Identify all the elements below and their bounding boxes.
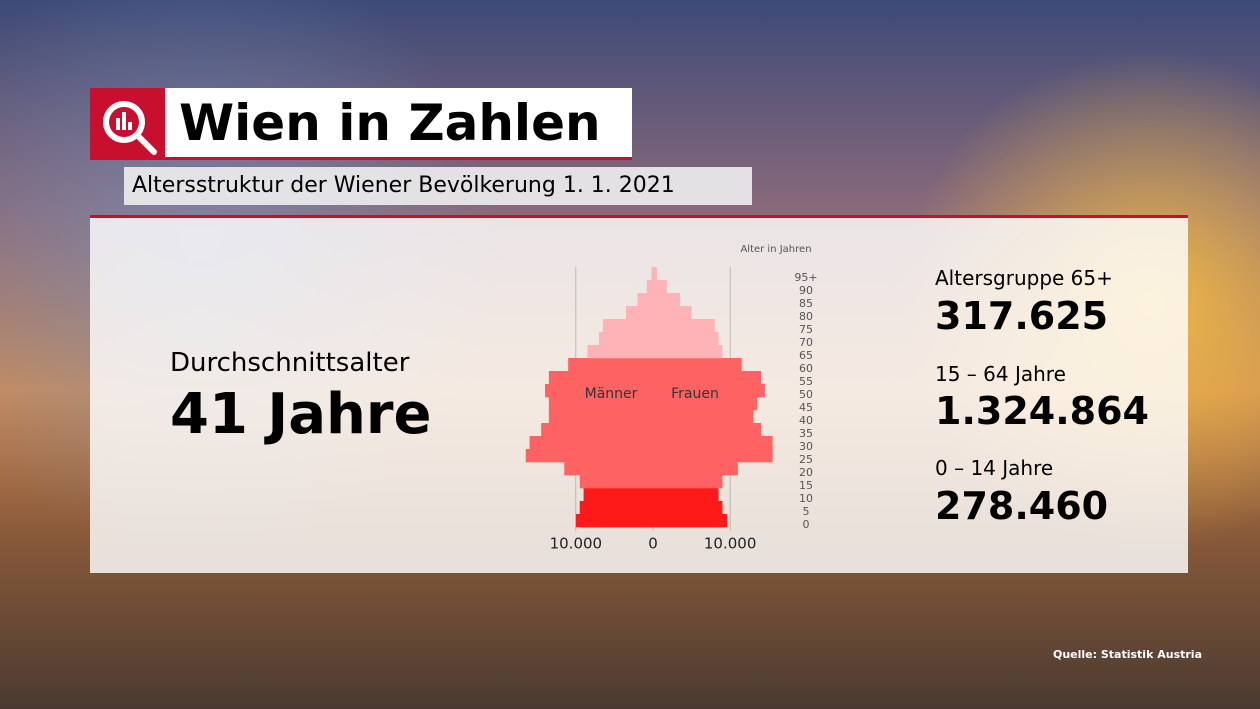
bar <box>564 462 653 476</box>
bar <box>602 319 653 333</box>
source: Quelle: Statistik Austria <box>1053 648 1202 661</box>
bar <box>653 410 754 424</box>
average-value: 41 Jahre <box>170 382 432 447</box>
bar <box>637 293 653 307</box>
bar <box>568 358 653 372</box>
stat-label: 15 – 64 Jahre <box>935 362 1066 386</box>
x-tick-label: 10.000 <box>704 535 757 553</box>
bar <box>653 384 765 398</box>
stat-label: Altersgruppe 65+ <box>935 266 1113 290</box>
bar <box>626 306 653 320</box>
y-tick-label: 95+ <box>794 271 817 284</box>
y-tick-label: 75 <box>799 323 813 336</box>
bar <box>525 449 653 463</box>
bar <box>548 371 653 385</box>
bar <box>653 462 738 476</box>
y-tick-label: 15 <box>799 479 813 492</box>
bar <box>575 514 653 528</box>
bar <box>653 332 719 346</box>
bar <box>653 449 773 463</box>
bar <box>579 501 653 515</box>
y-tick-label: 5 <box>803 505 810 518</box>
axis-title: Alter in Jahren <box>740 244 811 255</box>
bar <box>653 514 728 528</box>
stat-value: 1.324.864 <box>935 389 1149 433</box>
y-tick-label: 45 <box>799 401 813 414</box>
icon <box>103 101 157 155</box>
y-tick-label: 0 <box>803 518 810 531</box>
x-tick-label: 10.000 <box>550 535 603 553</box>
bar <box>653 306 692 320</box>
bar <box>651 267 653 281</box>
bar <box>548 410 653 424</box>
series-label: Frauen <box>671 386 719 402</box>
bar <box>653 319 715 333</box>
bar <box>653 358 742 372</box>
stat-value: 278.460 <box>935 484 1109 528</box>
bar <box>653 423 761 437</box>
bar <box>545 384 653 398</box>
bar <box>646 280 653 294</box>
bar <box>529 436 653 450</box>
bar <box>653 280 667 294</box>
logo-icon <box>90 88 165 160</box>
bar <box>653 345 723 359</box>
stat-value: 317.625 <box>935 294 1109 338</box>
bar <box>587 345 653 359</box>
bar <box>548 397 653 411</box>
y-tick-label: 60 <box>799 362 813 375</box>
bar <box>653 501 723 515</box>
bar <box>583 488 653 502</box>
x-tick-label: 0 <box>648 535 658 553</box>
y-tick-label: 20 <box>799 466 813 479</box>
bar <box>653 436 773 450</box>
y-tick-label: 40 <box>799 414 813 427</box>
title: Wien in Zahlen <box>165 88 632 160</box>
bar <box>653 371 761 385</box>
bar <box>599 332 653 346</box>
bar <box>653 267 657 281</box>
bar <box>653 293 680 307</box>
subtitle: Altersstruktur der Wiener Bevölkerung 1.… <box>124 167 752 205</box>
y-tick-label: 85 <box>799 297 813 310</box>
y-tick-label: 70 <box>799 336 813 349</box>
y-tick-label: 50 <box>799 388 813 401</box>
y-tick-label: 10 <box>799 492 813 505</box>
bar <box>653 488 719 502</box>
stat-label: 0 – 14 Jahre <box>935 456 1054 480</box>
y-tick-label: 80 <box>799 310 813 323</box>
y-tick-label: 25 <box>799 453 813 466</box>
y-tick-label: 35 <box>799 427 813 440</box>
bar <box>653 397 758 411</box>
y-tick-label: 90 <box>799 284 813 297</box>
y-tick-label: 30 <box>799 440 813 453</box>
bar <box>653 475 723 489</box>
y-tick-label: 65 <box>799 349 813 362</box>
series-label: Männer <box>585 386 638 402</box>
average-label: Durchschnittsalter <box>170 348 410 378</box>
bar <box>579 475 653 489</box>
pyramid-chart: Alter in Jahren 10.000 0 10.00005101520253… <box>525 244 818 553</box>
bar <box>541 423 653 437</box>
y-tick-label: 55 <box>799 375 813 388</box>
